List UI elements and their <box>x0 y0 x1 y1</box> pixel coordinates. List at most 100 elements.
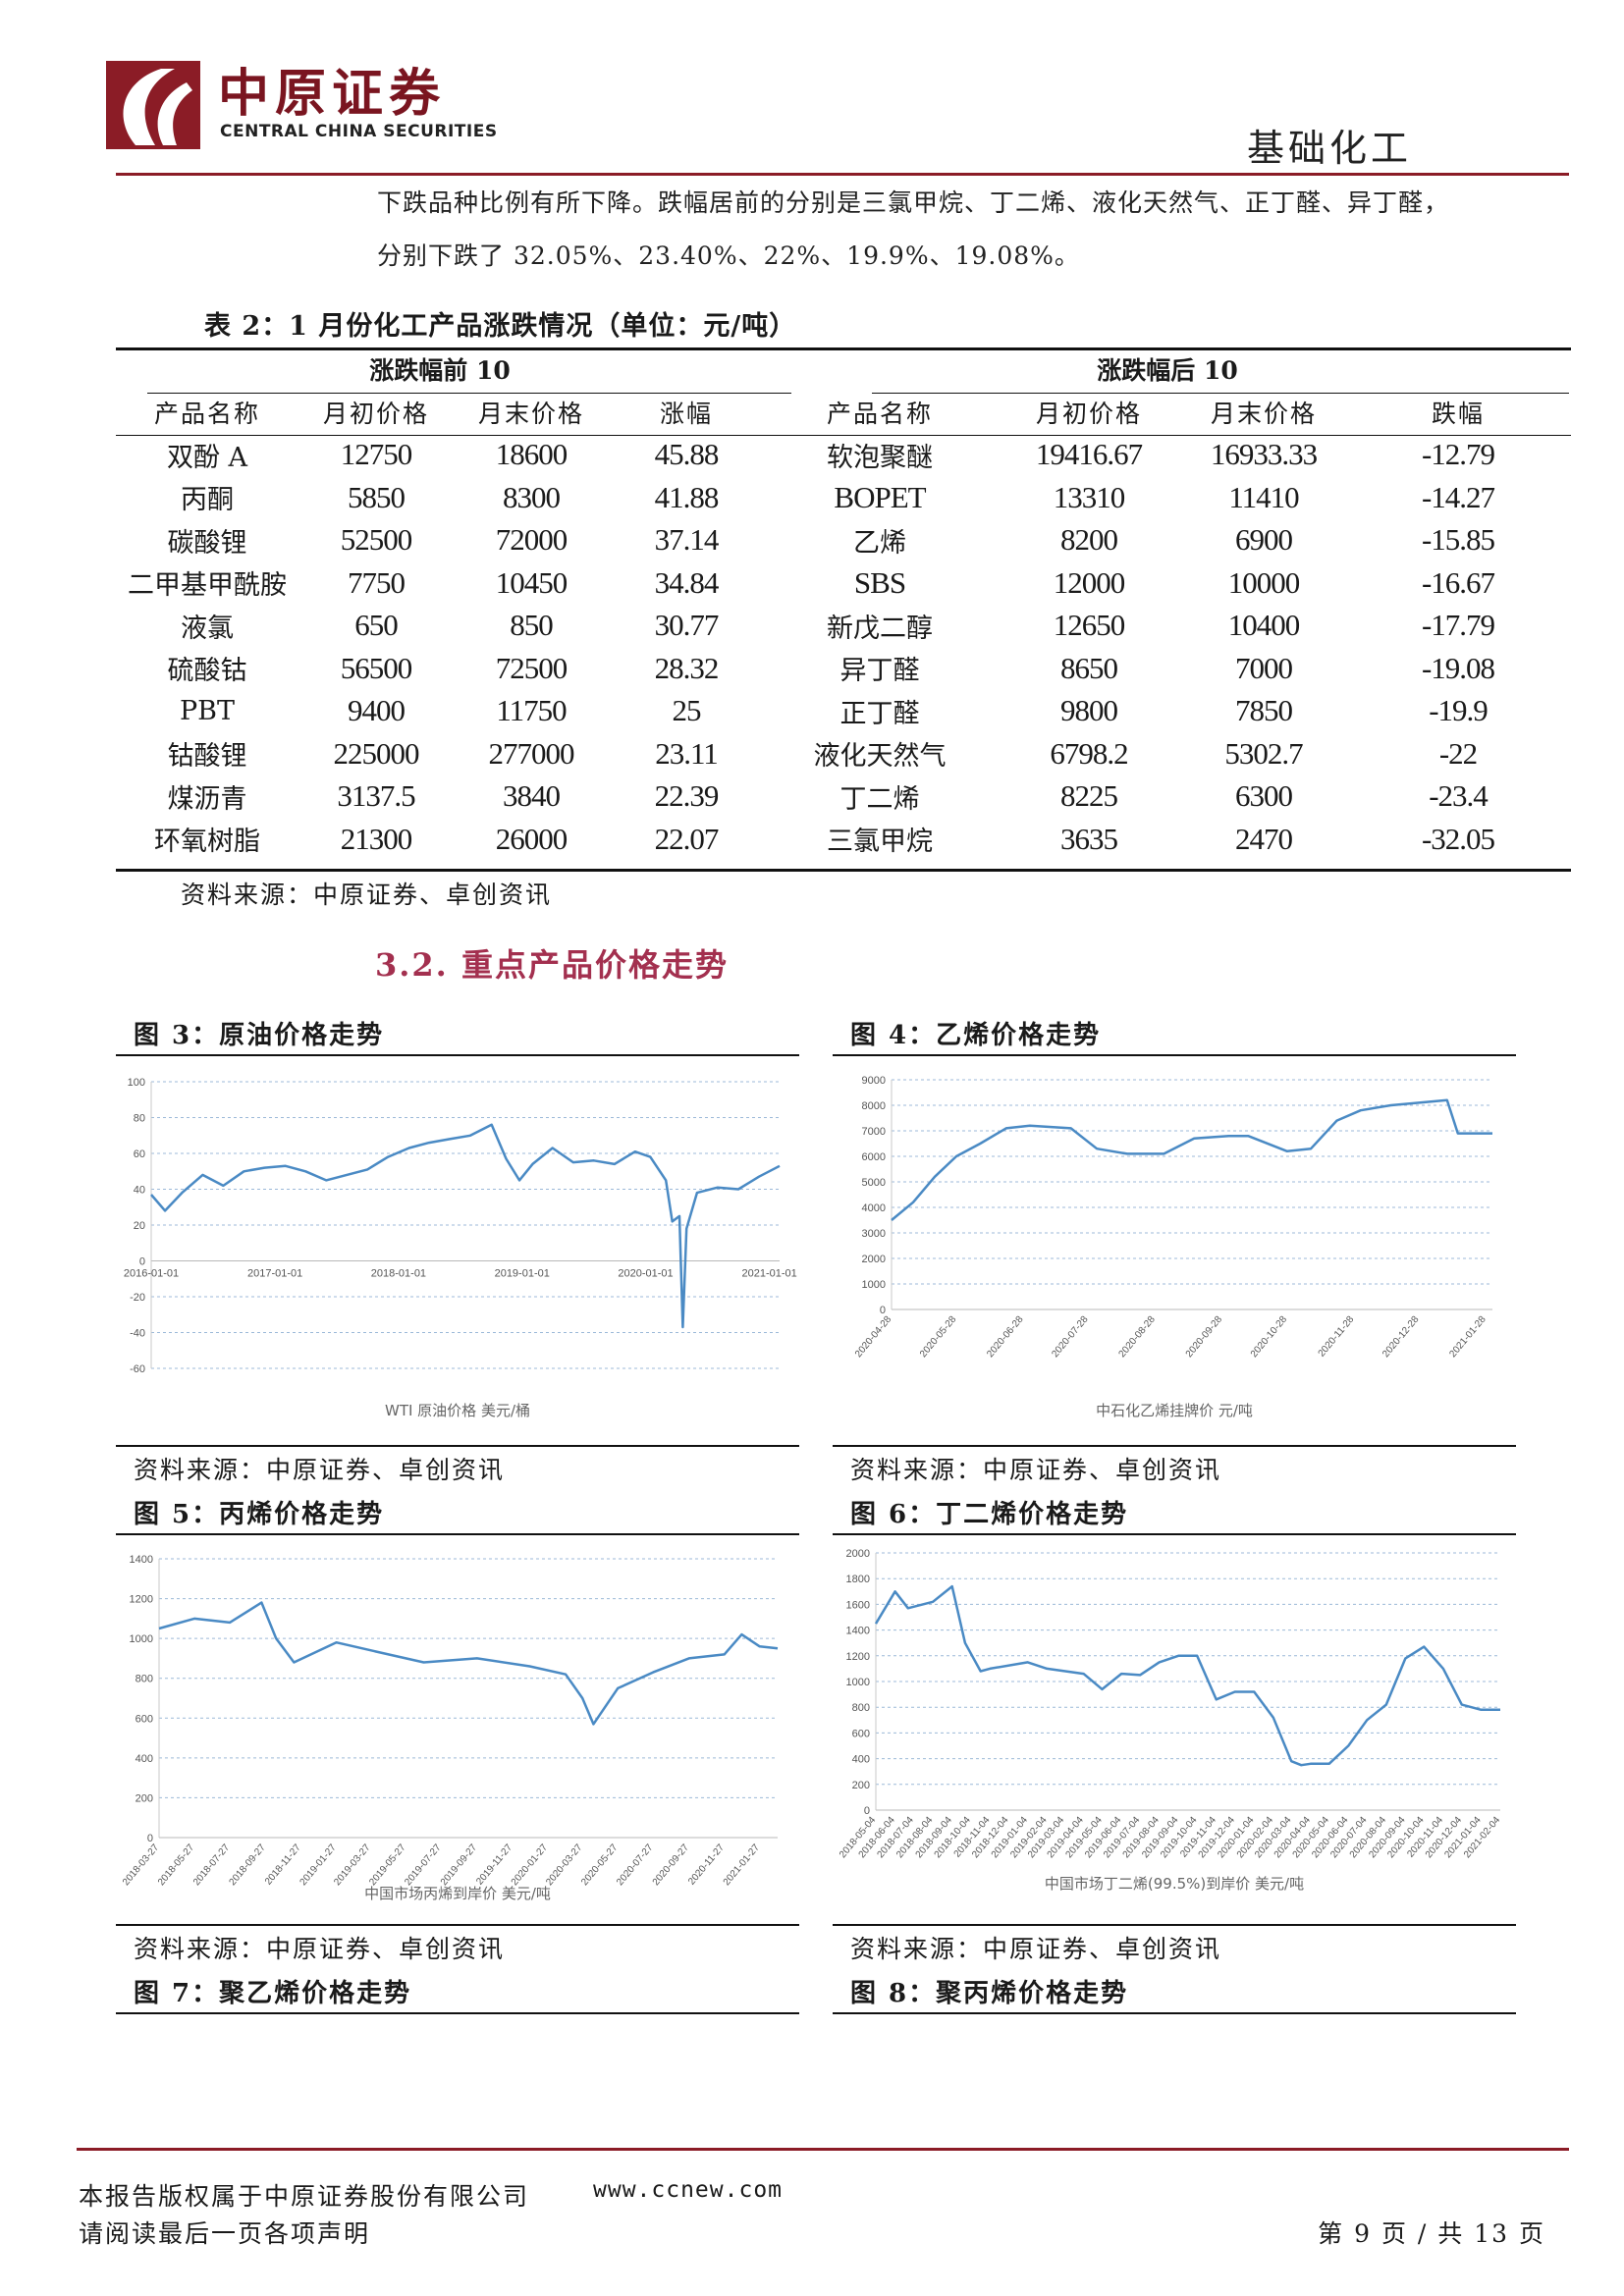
price-cell: -19.9 <box>1429 693 1489 728</box>
x-tick-label: 2016-01-01 <box>124 1268 179 1280</box>
column-header: 月末价格 <box>477 399 584 428</box>
y-tick-label: 0 <box>880 1305 886 1316</box>
company-logo-icon <box>106 61 200 149</box>
section-title: 3.2. 重点产品价格走势 <box>375 946 729 984</box>
y-tick-label: 1000 <box>862 1279 886 1291</box>
chart-caption: 中国市场丙烯到岸价 美元/吨 <box>364 1885 551 1902</box>
price-cell: 3635 <box>1060 821 1118 856</box>
price-cell: 12750 <box>340 437 413 472</box>
y-tick-label: 800 <box>135 1674 153 1685</box>
fig3-bottom-rule <box>116 1445 799 1447</box>
fig8-top-rule <box>833 2012 1516 2014</box>
fig4-top-rule <box>833 1054 1516 1056</box>
y-tick-label: 0 <box>864 1805 870 1817</box>
fig3-source: 资料来源：中原证券、卓创资讯 <box>134 1456 506 1484</box>
price-cell: 23.11 <box>655 735 719 771</box>
product-name-cell: 液化天然气 <box>813 741 947 773</box>
column-header: 产品名称 <box>826 399 933 428</box>
product-name-cell: 硫酸钴 <box>167 656 247 687</box>
price-cell: 34.84 <box>654 564 720 600</box>
x-tick-label: 2020-01-01 <box>618 1268 673 1280</box>
price-cell: 12000 <box>1053 564 1126 600</box>
y-tick-label: 20 <box>134 1220 145 1232</box>
y-tick-label: 200 <box>852 1780 870 1791</box>
price-cell: -32.05 <box>1421 821 1495 856</box>
y-tick-label: 5000 <box>862 1177 886 1189</box>
wti-line-chart: 100 80 60 40 20 0 -20 -40 -60 2016-01-01 2017-01-0… <box>116 1062 799 1441</box>
y-tick-label: 1400 <box>130 1554 153 1566</box>
y-tick-label: 60 <box>134 1148 145 1160</box>
fig5-source: 资料来源：中原证券、卓创资讯 <box>134 1935 506 1963</box>
column-header: 跌幅 <box>1431 399 1485 428</box>
group-header-top10: 涨跌幅前 10 <box>369 356 511 385</box>
price-cell: 7850 <box>1235 693 1293 728</box>
table-row: 钴酸锂 225000 277000 23.11 液化天然气 6798.2 5302.7 -22 <box>116 732 1571 775</box>
table-title: 表 2：1 月份化工产品涨跌情况（单位：元/吨） <box>204 311 797 342</box>
chart-caption: 中国市场丁二烯(99.5%)到岸价 美元/吨 <box>1045 1875 1304 1893</box>
propylene-line-chart: 14001200100080060040020002018-03-272018-… <box>116 1541 799 1920</box>
company-name: 中原证券 <box>218 65 447 124</box>
price-cell: 28.32 <box>654 650 720 685</box>
y-tick-label: 0 <box>147 1833 153 1844</box>
butadiene-line-chart: 2000180016001400120010008006004002000201… <box>833 1541 1516 1920</box>
price-cell: 22.39 <box>654 778 720 814</box>
y-tick-label: 600 <box>852 1728 870 1739</box>
y-tick-label: 2000 <box>862 1254 886 1265</box>
price-cell: -15.85 <box>1421 522 1495 558</box>
price-cell: -23.4 <box>1429 778 1489 814</box>
fig7-top-rule <box>116 2012 799 2014</box>
price-cell: 25 <box>672 693 702 728</box>
y-tick-label: 1000 <box>846 1677 870 1688</box>
price-cell: 21300 <box>340 821 413 856</box>
product-name-cell: PBT <box>179 695 236 726</box>
fig4-bottom-rule <box>833 1445 1516 1447</box>
y-tick-label: 1000 <box>130 1633 153 1645</box>
price-cell: 56500 <box>340 650 413 685</box>
table-source: 资料来源：中原证券、卓创资讯 <box>181 881 553 909</box>
footer-page-number: 第 9 页 / 共 13 页 <box>1318 2219 1545 2248</box>
table-row: 煤沥青 3137.5 3840 22.39 丁二烯 8225 6300 -23.4 <box>116 775 1571 819</box>
product-name-cell: 新戊二醇 <box>827 613 933 644</box>
column-header: 产品名称 <box>153 399 260 428</box>
price-cell: -16.67 <box>1421 564 1495 600</box>
y-tick-label: 9000 <box>862 1075 886 1087</box>
fig8-title: 图 8：聚丙烯价格走势 <box>850 1979 1129 2008</box>
ethylene-chart: 9000 8000 7000 6000 5000 4000 3000 2000 1000 0 202… <box>833 1062 1516 1441</box>
price-cell: -14.27 <box>1421 479 1495 514</box>
product-name-cell: 丙酮 <box>181 485 234 516</box>
product-name-cell: 三氯甲烷 <box>827 827 933 858</box>
footer-disclaimer: 请阅读最后一页各项声明 <box>79 2219 371 2248</box>
price-cell: 12650 <box>1053 608 1126 643</box>
x-tick-label: 2018-01-01 <box>371 1268 426 1280</box>
fig6-source: 资料来源：中原证券、卓创资讯 <box>850 1935 1222 1963</box>
group-rule-left <box>147 393 791 394</box>
price-cell: 8300 <box>503 479 561 514</box>
price-cell: 6900 <box>1235 522 1293 558</box>
y-tick-label: 800 <box>852 1702 870 1714</box>
table-row: 双酚 A 12750 18600 45.88 软泡聚醚 19416.67 16933.33 -… <box>116 434 1571 477</box>
x-tick-label: 2021-01-01 <box>742 1268 797 1280</box>
y-tick-label: 1800 <box>846 1574 870 1585</box>
y-tick-label: -60 <box>130 1363 145 1375</box>
y-tick-label: 0 <box>139 1256 145 1268</box>
fig4-source: 资料来源：中原证券、卓创资讯 <box>850 1456 1222 1484</box>
price-cell: -17.79 <box>1421 608 1495 643</box>
y-tick-label: 2000 <box>846 1548 870 1560</box>
price-cell: 650 <box>354 608 399 643</box>
product-name-cell: BOPET <box>834 479 926 514</box>
product-name-cell: 软泡聚醚 <box>827 442 933 473</box>
price-cell: 225000 <box>333 735 420 771</box>
price-cell: 19416.67 <box>1035 437 1143 472</box>
price-cell: 30.77 <box>654 608 720 643</box>
footer-copyright: 本报告版权属于中原证券股份有限公司 <box>79 2182 530 2211</box>
product-name-cell: 液氯 <box>181 613 234 644</box>
company-name-en: CENTRAL CHINA SECURITIES <box>220 122 498 141</box>
price-cell: 2470 <box>1235 821 1293 856</box>
intro-line-2: 分别下跌了 32.05%、23.40%、22%、19.9%、19.08%。 <box>377 241 1080 270</box>
table-row: 液氯 650 850 30.77 新戊二醇 12650 10400 -17.79 <box>116 605 1571 648</box>
table-row: 二甲基甲酰胺 7750 10450 34.84 SBS 12000 10000 -16.67 <box>116 561 1571 605</box>
column-header: 月初价格 <box>322 399 429 428</box>
column-header: 涨幅 <box>659 399 713 428</box>
price-cell: 10400 <box>1227 608 1301 643</box>
table-row: PBT 9400 11750 25 正丁醛 9800 7850 -19.9 <box>116 690 1571 733</box>
